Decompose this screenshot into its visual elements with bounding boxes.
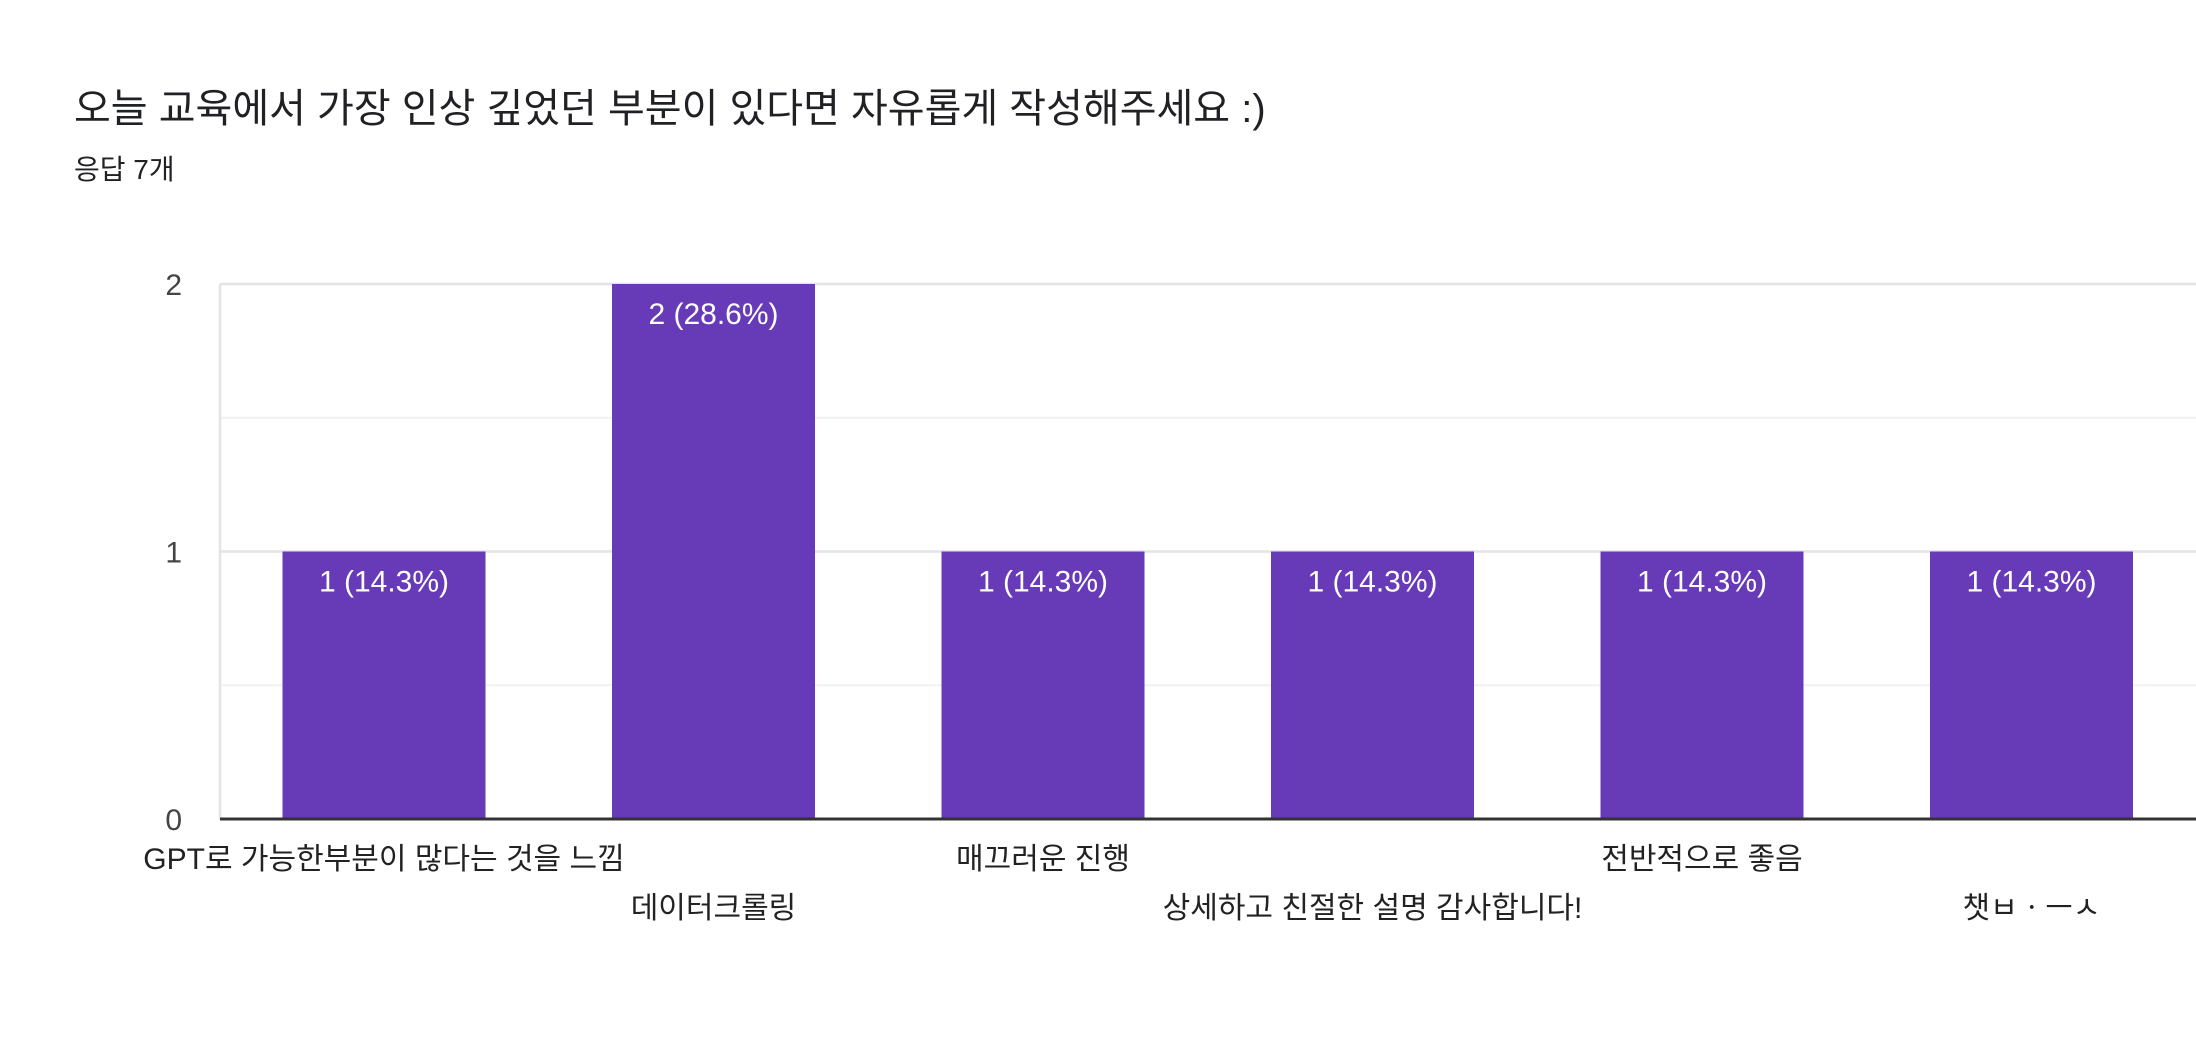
response-count: 응답 7개 — [74, 154, 175, 185]
x-tick-label: 챗ㅂㆍㅡㅅ — [1963, 892, 2101, 925]
bar-data-label: 1 (14.3%) — [978, 566, 1108, 599]
bar-data-label: 1 (14.3%) — [1307, 566, 1437, 599]
x-tick-label: 데이터크롤링 — [631, 892, 797, 925]
x-tick-label: 상세하고 친절한 설명 감사합니다! — [1163, 892, 1583, 925]
x-tick-label: 매끄러운 진행 — [956, 843, 1130, 876]
x-tick-label: GPT로 가능한부분이 많다는 것을 느낌 — [143, 843, 624, 876]
bar-data-label: 2 (28.6%) — [648, 298, 778, 331]
bar — [282, 551, 486, 819]
bar-data-label: 1 (14.3%) — [1966, 566, 2096, 599]
bar-data-label: 1 (14.3%) — [1637, 566, 1767, 599]
bar — [941, 551, 1145, 819]
bar — [1600, 551, 1804, 819]
bar-data-label: 1 (14.3%) — [319, 566, 449, 599]
y-tick-label: 1 — [165, 537, 182, 570]
bar — [1271, 551, 1474, 819]
bar — [1930, 551, 2133, 819]
y-tick-label: 2 — [165, 269, 182, 302]
question-title: 오늘 교육에서 가장 인상 깊었던 부분이 있다면 자유롭게 작성해주세요 :) — [74, 87, 1266, 131]
bar — [612, 284, 815, 819]
y-tick-label: 0 — [165, 804, 182, 837]
x-tick-label: 전반적으로 좋음 — [1601, 843, 1803, 876]
